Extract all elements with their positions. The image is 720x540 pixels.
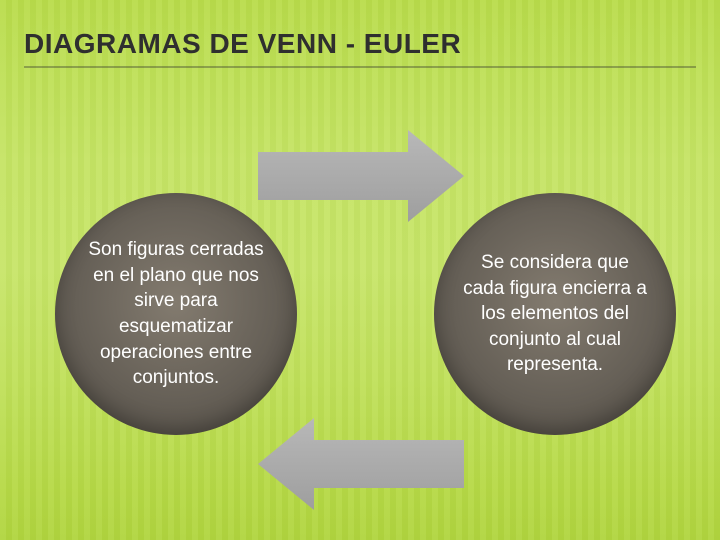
arrow-left-icon [258,418,464,510]
concept-circle-right: Se considera que cada figura encierra a … [434,193,676,435]
arrow-right-icon [258,130,464,222]
concept-circle-right-text: Se considera que cada figura encierra a … [462,250,648,378]
page-title: DIAGRAMAS DE VENN - EULER [24,28,696,68]
concept-circle-left-text: Son figuras cerradas en el plano que nos… [83,237,269,391]
concept-circle-left: Son figuras cerradas en el plano que nos… [55,193,297,435]
